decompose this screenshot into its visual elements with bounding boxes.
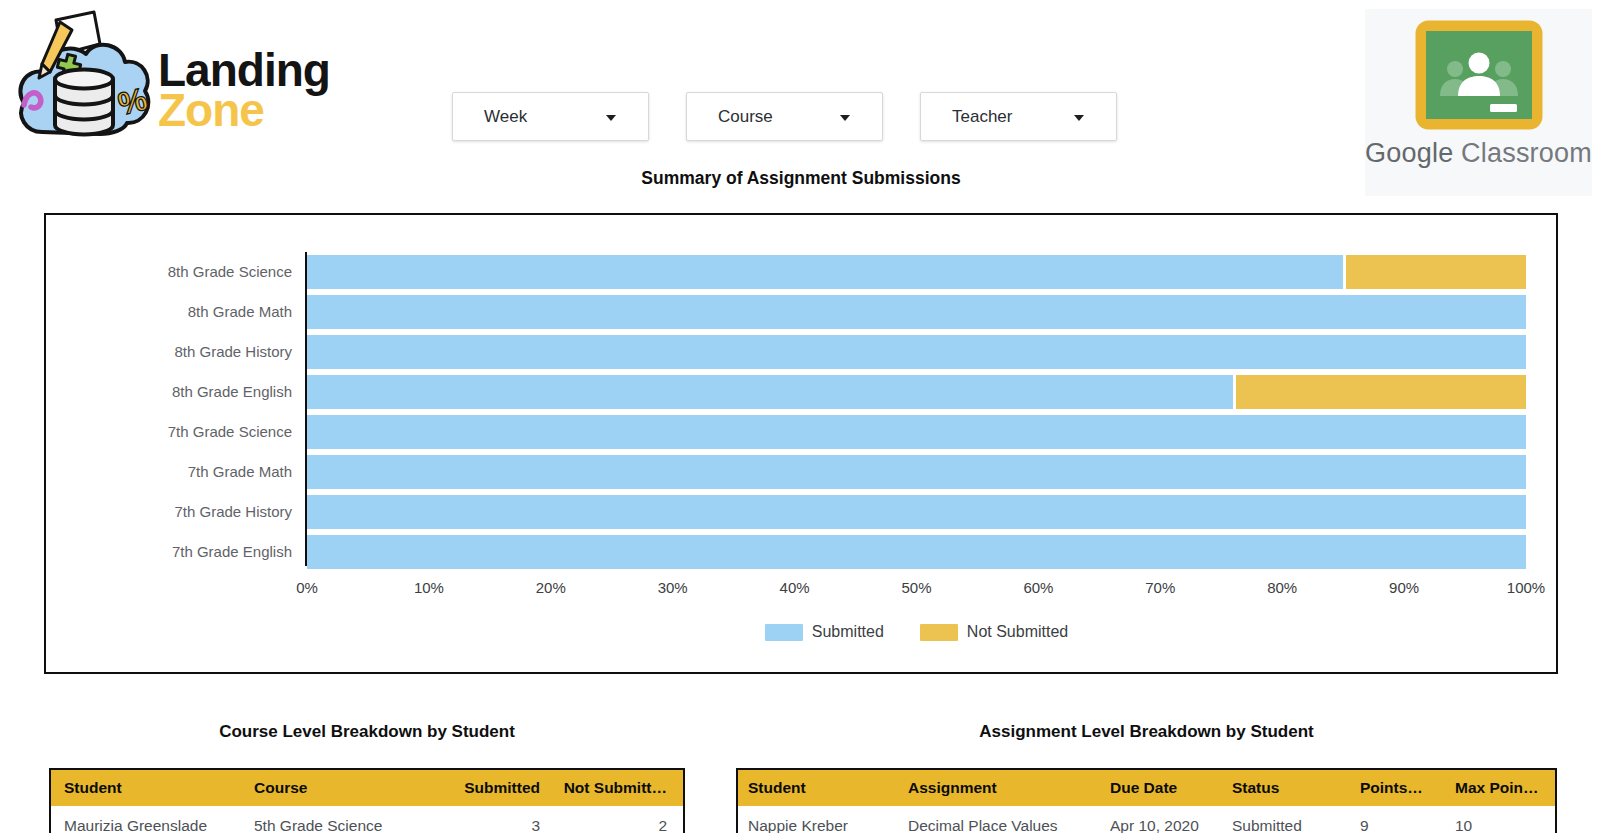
category-label: 8th Grade Math [46,295,292,329]
google-classroom-wordmark: Google Classroom [1365,138,1592,169]
category-label: 7th Grade History [46,495,292,529]
chevron-down-icon [840,115,850,121]
chart-title: Summary of Assignment Submissions [44,168,1558,189]
bar-segment-submitted[interactable] [307,535,1526,569]
chart-x-axis: 0%10%20%30%40%50%60%70%80%90%100% [307,579,1526,597]
x-axis-tick: 40% [780,579,810,596]
category-label: 8th Grade English [46,375,292,409]
chart-bar-row: 8th Grade Science [307,255,1526,289]
chart-plot-area: 8th Grade Science 8th Grade Math 8th Grade… [307,255,1526,641]
filter-week-label: Week [484,107,527,127]
stacked-bar [307,255,1526,289]
column-header[interactable]: Points… [1347,770,1442,806]
x-axis-tick: 0% [296,579,318,596]
legend-item[interactable]: Not Submitted [920,623,1068,641]
x-axis-tick: 30% [658,579,688,596]
x-axis-tick: 10% [414,579,444,596]
filter-course-label: Course [718,107,773,127]
chevron-down-icon [606,115,616,121]
stacked-bar [307,415,1526,449]
stacked-bar [307,495,1526,529]
filter-teacher-dropdown[interactable]: Teacher [920,92,1117,141]
table-cell: Submitted [1219,806,1347,833]
column-header[interactable]: Student [51,770,241,806]
bar-segment-submitted[interactable] [307,255,1343,289]
stacked-bar [307,375,1526,409]
chart-bar-row: 7th Grade History [307,495,1526,529]
chart-bar-row: 8th Grade History [307,335,1526,369]
x-axis-tick: 50% [901,579,931,596]
stacked-bar [307,535,1526,569]
category-label: 7th Grade Science [46,415,292,449]
chart-rows: 8th Grade Science 8th Grade Math 8th Grade… [307,255,1526,569]
bar-segment-submitted[interactable] [307,375,1233,409]
category-label: 8th Grade History [46,335,292,369]
column-header[interactable]: Due Date [1097,770,1219,806]
column-header[interactable]: Assignment [895,770,1097,806]
bar-segment-submitted[interactable] [307,495,1526,529]
table-cell: Apr 10, 2020 [1097,806,1219,833]
bar-segment-submitted[interactable] [307,415,1526,449]
course-table-title: Course Level Breakdown by Student [49,722,685,742]
legend-swatch [920,624,958,641]
stacked-bar [307,295,1526,329]
stacked-bar [307,335,1526,369]
table-cell: Decimal Place Values [895,806,1097,833]
category-label: 7th Grade English [46,535,292,569]
table-cell: Nappie Kreber [738,806,895,833]
stacked-bar [307,455,1526,489]
course-breakdown-table: StudentCourseSubmittedNot Submitt… Mauriz… [49,768,685,833]
legend-label: Not Submitted [967,623,1068,641]
chart-legend: Submitted Not Submitted [307,623,1526,641]
chart-bar-row: 7th Grade Science [307,415,1526,449]
column-header[interactable]: Max Poin… [1442,770,1555,806]
bar-segment-submitted[interactable] [307,335,1526,369]
google-classroom-icon [1414,19,1544,131]
column-header[interactable]: Status [1219,770,1347,806]
column-header[interactable]: Not Submitt… [556,770,683,806]
assignment-breakdown-table: StudentAssignmentDue DateStatusPoints…Ma… [736,768,1557,833]
filter-teacher-label: Teacher [952,107,1012,127]
legend-swatch [765,624,803,641]
filter-week-dropdown[interactable]: Week [452,92,649,141]
google-brand-text: Google [1365,138,1453,168]
legend-item[interactable]: Submitted [765,623,884,641]
category-label: 8th Grade Science [46,255,292,289]
bar-segment-not-submitted[interactable] [1346,255,1526,289]
x-axis-tick: 60% [1023,579,1053,596]
classroom-product-text: Classroom [1461,138,1592,168]
x-axis-tick: 80% [1267,579,1297,596]
logo-word-2: Zone [158,84,264,136]
legend-label: Submitted [812,623,884,641]
submissions-chart: 8th Grade Science 8th Grade Math 8th Grade… [44,213,1558,674]
bar-segment-submitted[interactable] [307,455,1526,489]
table-cell: 3 [436,806,556,833]
bar-segment-not-submitted[interactable] [1236,375,1526,409]
chart-bar-row: 8th Grade Math [307,295,1526,329]
chart-bar-row: 7th Grade English [307,535,1526,569]
table-cell: 10 [1442,806,1555,833]
bar-segment-submitted[interactable] [307,295,1526,329]
chevron-down-icon [1074,115,1084,121]
chart-bar-row: 7th Grade Math [307,455,1526,489]
table-cell: Maurizia Greenslade [51,806,241,833]
assignment-table-title: Assignment Level Breakdown by Student [736,722,1557,742]
database-icon [55,70,113,135]
x-axis-tick: 20% [536,579,566,596]
x-axis-tick: 90% [1389,579,1419,596]
x-axis-tick: 70% [1145,579,1175,596]
table-cell: 9 [1347,806,1442,833]
category-label: 7th Grade Math [46,455,292,489]
table-cell: 2 [556,806,683,833]
landing-zone-logo: % Landing Zone [12,6,332,140]
table-cell: 5th Grade Science [241,806,436,833]
column-header[interactable]: Submitted [436,770,556,806]
x-axis-tick: 100% [1507,579,1545,596]
filter-course-dropdown[interactable]: Course [686,92,883,141]
column-header[interactable]: Student [738,770,895,806]
column-header[interactable]: Course [241,770,436,806]
chart-bar-row: 8th Grade English [307,375,1526,409]
